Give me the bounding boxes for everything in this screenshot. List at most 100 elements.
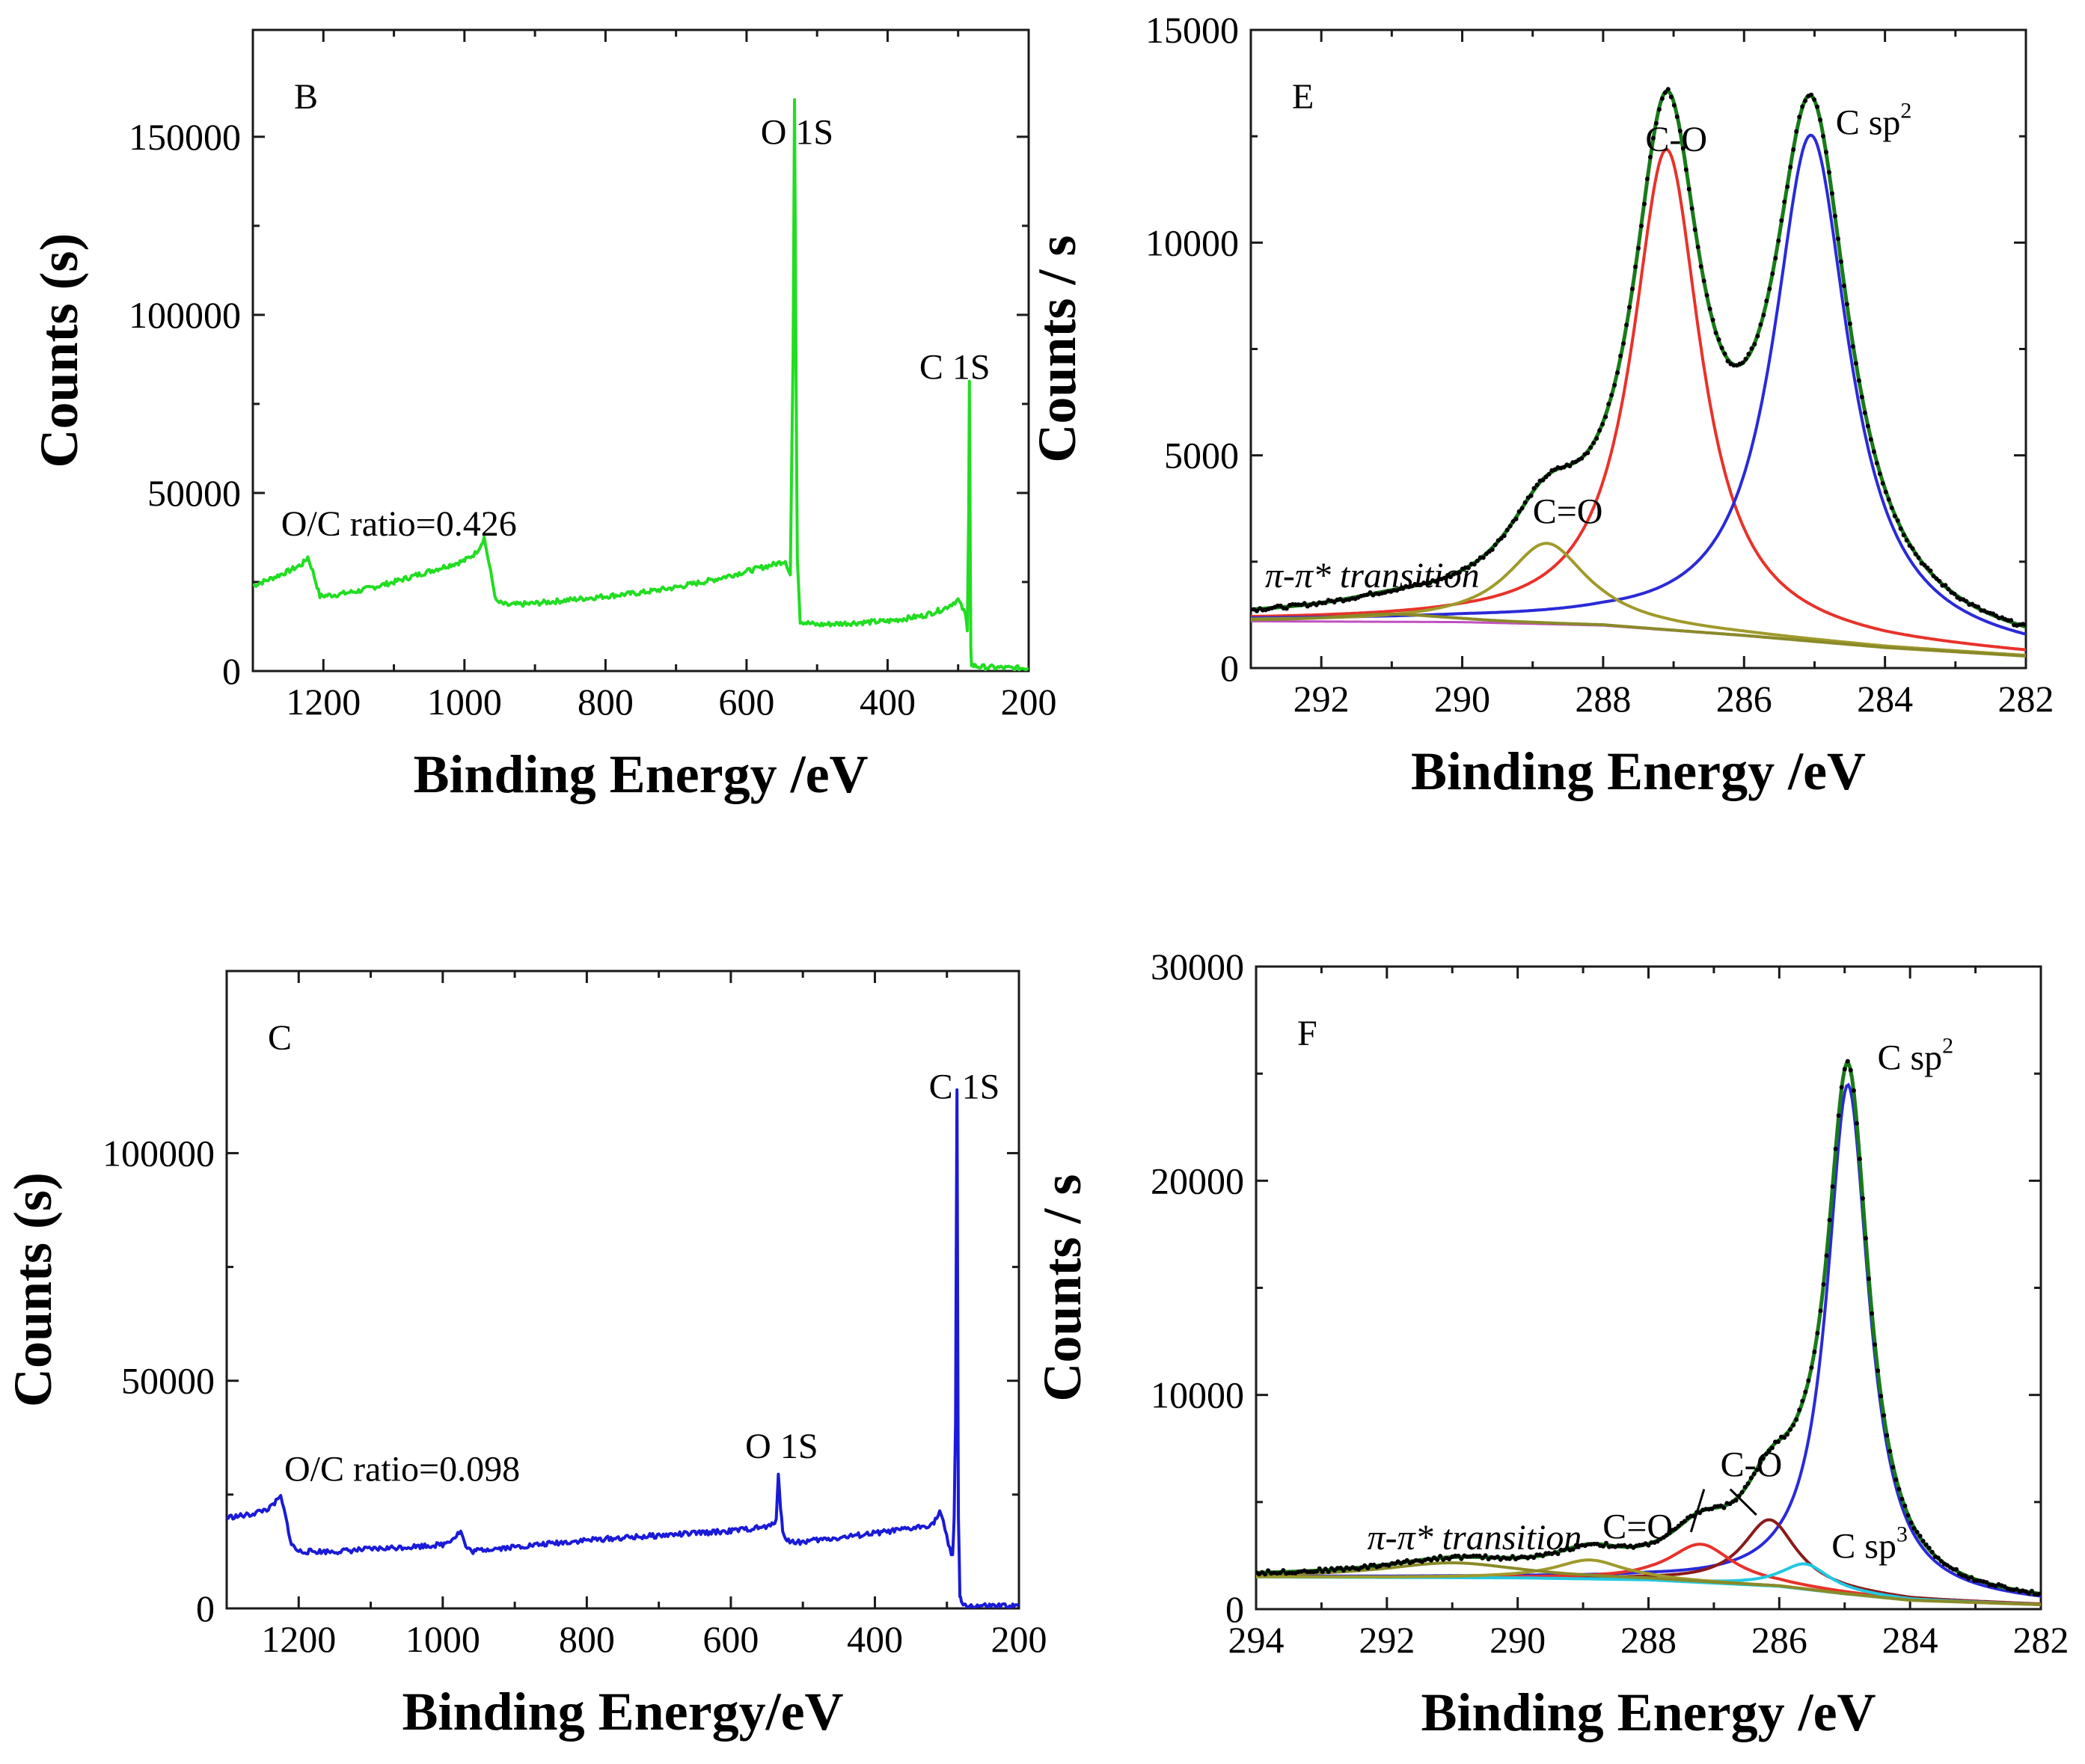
data-point	[1429, 1558, 1433, 1563]
data-point	[1782, 1435, 1787, 1440]
data-point	[1457, 570, 1462, 575]
data-point	[1579, 456, 1585, 461]
data-point	[1540, 477, 1546, 483]
data-point	[1935, 1555, 1941, 1561]
data-point	[1803, 98, 1808, 103]
annotation-text: O 1S	[761, 112, 833, 152]
data-point	[1362, 1563, 1368, 1568]
plot-area	[1251, 87, 2026, 658]
data-point	[1745, 1481, 1751, 1486]
data-point	[1475, 558, 1480, 563]
data-point	[1836, 236, 1840, 242]
data-point	[1522, 500, 1528, 505]
data-point	[1917, 1534, 1923, 1539]
x-tick-label: 294	[1228, 1619, 1285, 1661]
x-tick-label: 600	[702, 1618, 759, 1660]
data-point	[1821, 1281, 1826, 1287]
annotation-text: O 1S	[745, 1427, 818, 1466]
data-point	[1588, 445, 1593, 450]
x-tick-label: 400	[847, 1618, 903, 1660]
data-point	[1800, 1398, 1805, 1403]
data-point	[1510, 1554, 1515, 1559]
data-point	[1752, 342, 1757, 347]
chart-panel-E: 292 290 288 286 284 282 0 5000 10000 15000 Binding…	[1027, 9, 2054, 801]
data-point	[1704, 293, 1709, 298]
data-point	[1314, 602, 1319, 607]
annotation-text: C sp	[1836, 102, 1901, 142]
data-point	[1519, 506, 1525, 511]
annotation-label: C-O	[1645, 120, 1707, 159]
data-point	[1438, 1554, 1443, 1559]
data-point	[1913, 551, 1918, 557]
data-point	[1994, 613, 1999, 618]
data-point	[1882, 1413, 1887, 1418]
data-point	[1954, 1567, 1959, 1572]
data-point	[1851, 1088, 1856, 1093]
data-point	[1448, 575, 1453, 580]
data-point	[1507, 524, 1513, 529]
measured-data-points	[1251, 87, 2026, 628]
annotation-label: C sp2	[1877, 1033, 1953, 1077]
data-point	[1907, 543, 1912, 548]
data-point	[2026, 1591, 2031, 1596]
data-point	[2014, 1587, 2019, 1592]
data-point	[1604, 1540, 1608, 1546]
data-point	[1447, 1557, 1452, 1561]
annotation-label: C=O	[1602, 1507, 1673, 1547]
data-point	[1952, 591, 1957, 596]
annotation-label: C sp2	[1836, 98, 1912, 142]
data-point	[1713, 330, 1718, 335]
data-point	[1281, 1568, 1286, 1573]
data-point	[1864, 1236, 1868, 1241]
data-point	[1597, 428, 1602, 433]
x-tick-label: 286	[1751, 1619, 1807, 1661]
data-point	[1873, 1342, 1878, 1347]
data-point	[1763, 1451, 1769, 1457]
y-tick-label: 10000	[1145, 221, 1239, 263]
y-tick-label: 10000	[1151, 1374, 1244, 1416]
data-point	[1901, 533, 1906, 538]
y-tick-label: 150000	[129, 116, 241, 158]
data-point	[1404, 1558, 1409, 1563]
data-point	[1892, 513, 1897, 518]
data-point	[1791, 147, 1796, 152]
x-tick-label: 400	[860, 681, 916, 723]
data-point	[1531, 486, 1537, 491]
data-point	[1806, 1378, 1811, 1383]
data-point	[1504, 527, 1510, 533]
data-point	[1591, 441, 1596, 446]
data-point	[1707, 306, 1712, 311]
plot-area	[1256, 1059, 2041, 1606]
data-point	[1839, 259, 1843, 264]
data-point	[1969, 1575, 1974, 1580]
data-point	[1821, 134, 1825, 138]
data-point	[1896, 1486, 1902, 1492]
data-point	[1883, 489, 1888, 494]
data-point	[1320, 1569, 1325, 1574]
data-point	[1964, 598, 1969, 604]
data-point	[1653, 120, 1659, 126]
data-point	[1929, 1549, 1935, 1555]
x-tick-label: 288	[1620, 1619, 1677, 1661]
chart-panel-F: 294 292 290 288 286 284 282 0 10000 20000 30000 Bin…	[1032, 946, 2069, 1742]
data-point	[1923, 1542, 1929, 1547]
data-point	[1925, 566, 1930, 570]
data-point	[1761, 313, 1766, 318]
data-point	[1754, 1467, 1760, 1472]
data-point	[1266, 1568, 1271, 1573]
data-point	[1540, 1553, 1546, 1558]
annotation-label: C 1S	[919, 348, 991, 388]
data-point	[1899, 1496, 1905, 1501]
data-point	[1847, 321, 1852, 326]
arrow-to-co-b	[1689, 1489, 1706, 1533]
data-point	[1841, 284, 1846, 288]
x-axis-title: Binding Energy/eV	[402, 1682, 843, 1742]
data-point	[1689, 206, 1694, 211]
data-point	[1739, 1489, 1745, 1495]
data-point	[1621, 341, 1626, 346]
annotation-label: O 1S	[745, 1427, 818, 1466]
data-point	[1766, 1448, 1772, 1454]
y-tick-label: 0	[222, 650, 241, 692]
data-point	[1676, 1523, 1681, 1528]
data-point	[1862, 410, 1867, 415]
